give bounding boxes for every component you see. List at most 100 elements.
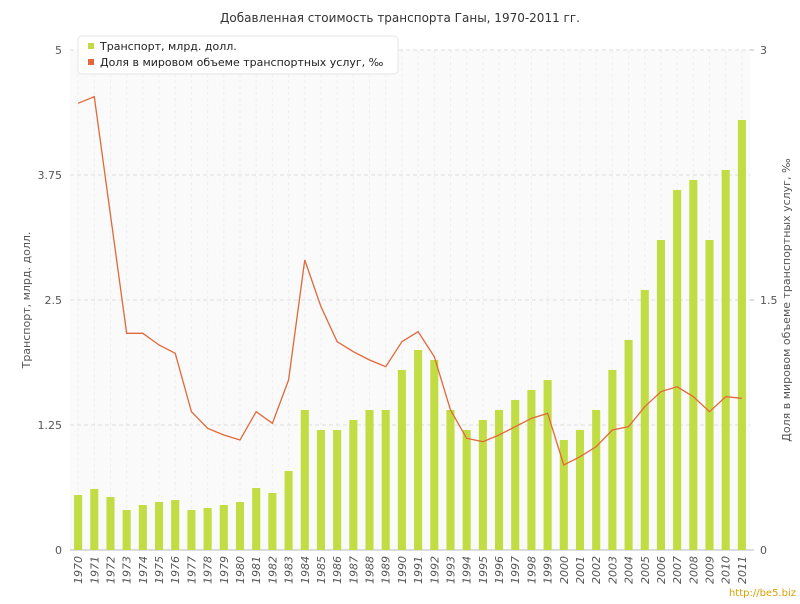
y2-tick-label: 1.5 [760, 294, 778, 307]
bar [155, 502, 164, 550]
x-tick-label: 2007 [671, 556, 684, 584]
bar [511, 400, 520, 550]
x-tick-label: 2004 [623, 556, 636, 584]
bar [74, 495, 83, 550]
bar [203, 508, 212, 550]
x-tick-label: 1977 [185, 556, 198, 584]
bar [462, 430, 471, 550]
x-tick-label: 1987 [347, 556, 360, 584]
legend: Транспорт, млрд. долл. Доля в мировом объ… [77, 35, 399, 75]
bar [90, 489, 99, 550]
x-tick-label: 1994 [461, 556, 474, 584]
x-tick-label: 2002 [590, 556, 603, 584]
y-tick-label: 1.25 [38, 419, 63, 432]
x-tick-label: 1971 [88, 556, 101, 584]
bar [284, 471, 293, 550]
bar [381, 410, 390, 550]
x-tick-label: 2011 [736, 556, 749, 584]
y-tick-label: 2.5 [45, 294, 63, 307]
y2-axis-label: Доля в мировом объеме транспортных услуг… [780, 158, 793, 442]
bar [656, 240, 665, 550]
legend-label: Доля в мировом объеме транспортных услуг… [100, 56, 384, 69]
bar [106, 497, 115, 550]
x-tick-label: 1982 [266, 556, 279, 584]
bar [689, 180, 698, 550]
bar [138, 505, 147, 550]
x-tick-label: 1978 [202, 556, 215, 584]
x-tick-label: 1990 [396, 556, 409, 584]
x-tick-label: 2003 [606, 556, 619, 584]
x-tick-label: 2008 [687, 556, 700, 584]
legend-label: Транспорт, млрд. долл. [99, 40, 237, 53]
bar [559, 440, 568, 550]
bar [300, 410, 309, 550]
bar [543, 380, 552, 550]
legend-box [77, 35, 399, 75]
bar [624, 340, 633, 550]
x-tick-label: 1972 [104, 556, 117, 584]
y2-tick-label: 3 [760, 44, 767, 57]
x-tick-label: 1997 [509, 556, 522, 584]
x-tick-label: 1981 [250, 556, 263, 584]
x-tick-label: 1989 [380, 556, 393, 584]
x-tick-label: 1996 [493, 556, 506, 584]
x-tick-label: 1979 [218, 556, 231, 584]
bar [171, 500, 180, 550]
x-tick-label: 1995 [477, 556, 490, 584]
x-tick-label: 2001 [574, 556, 587, 584]
x-tick-label: 2009 [704, 556, 717, 584]
legend-swatch [88, 43, 94, 49]
x-tick-label: 1976 [169, 556, 182, 584]
line [77, 95, 742, 466]
legend-swatch [88, 59, 94, 65]
x-tick-label: 2010 [720, 556, 733, 584]
x-tick-label: 1986 [331, 556, 344, 584]
y-tick-label: 0 [55, 544, 62, 557]
y-tick-label: 3.75 [38, 169, 63, 182]
bar [268, 493, 277, 550]
y-tick-label: 5 [55, 44, 62, 57]
x-tick-label: 1992 [428, 556, 441, 584]
bar [737, 120, 746, 550]
x-tick-label: 1970 [72, 556, 85, 584]
bar [333, 430, 342, 550]
chart-title: Добавленная стоимость транспорта Ганы, 1… [220, 11, 580, 25]
x-tick-label: 1993 [444, 556, 457, 584]
bar [316, 430, 325, 550]
x-tick-label: 2000 [558, 556, 571, 584]
watermark: http://be5.biz [729, 588, 796, 599]
x-tick-label: 1973 [121, 556, 134, 584]
bar [592, 410, 601, 550]
bar [414, 350, 423, 550]
x-tick-label: 1999 [542, 556, 555, 584]
bar [235, 502, 245, 550]
x-tick-label: 1975 [153, 556, 166, 584]
x-tick-label: 1991 [412, 556, 425, 584]
bar [527, 390, 536, 550]
bar [430, 360, 439, 550]
bar [252, 488, 261, 550]
bar [122, 510, 131, 550]
bar [478, 420, 487, 550]
x-tick-label: 2006 [655, 556, 668, 584]
bar [608, 370, 617, 550]
x-tick-label: 1980 [234, 556, 247, 584]
x-tick-label: 2005 [639, 556, 652, 584]
bar [397, 370, 406, 550]
x-tick-label: 1988 [364, 556, 377, 584]
bar [640, 290, 649, 550]
x-tick-label: 1983 [283, 556, 296, 584]
bar [349, 420, 358, 550]
x-tick-label: 1985 [315, 556, 328, 584]
x-tick-label: 1984 [299, 556, 312, 584]
x-tick-label: 1974 [137, 556, 150, 584]
bar [446, 410, 455, 550]
bar [365, 410, 374, 550]
bar [705, 240, 714, 550]
bar [575, 430, 585, 550]
bar [495, 410, 504, 550]
y2-tick-label: 0 [760, 544, 767, 557]
bar [673, 190, 682, 550]
